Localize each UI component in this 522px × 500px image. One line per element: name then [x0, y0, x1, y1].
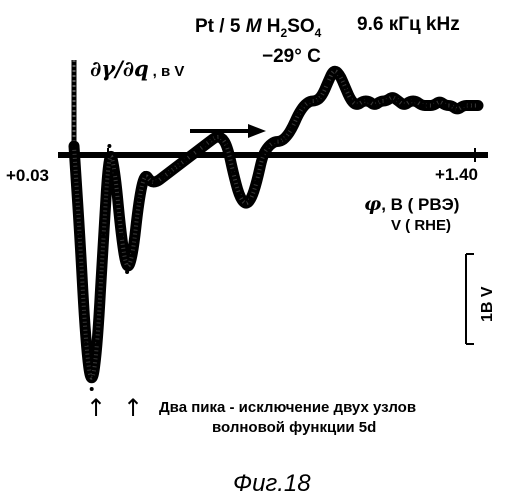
data-point: [320, 95, 324, 99]
peak-arrow-1: ↑: [86, 394, 106, 422]
data-point: [184, 158, 188, 162]
data-point: [455, 108, 459, 112]
data-point: [467, 104, 471, 108]
data-point: [113, 171, 117, 175]
data-point: [367, 99, 371, 103]
data-point: [391, 95, 395, 99]
data-point: [161, 176, 165, 180]
data-point: [102, 234, 106, 238]
annotation-line1: Два пика - исключение двух узлов: [159, 399, 416, 416]
data-point: [78, 234, 82, 238]
data-point: [178, 162, 182, 166]
data-point: [438, 99, 442, 103]
data-point: [166, 171, 170, 175]
data-point: [237, 194, 241, 198]
data-point: [290, 126, 294, 130]
data-point: [131, 252, 135, 256]
scale-bar-label: 1В V: [479, 286, 496, 322]
data-point: [361, 99, 365, 103]
title-acid-h: H: [262, 16, 281, 37]
data-point: [267, 144, 271, 148]
data-point: [261, 153, 265, 157]
title-acid-so: SO: [287, 16, 314, 37]
x-axis-label-line1: φ, В ( РВЭ): [364, 193, 459, 215]
y-axis-symbol: ∂γ/∂q: [90, 56, 149, 81]
title-temperature: −29° C: [262, 46, 321, 67]
data-point: [225, 144, 229, 148]
data-point: [284, 135, 288, 139]
scan-direction-arrowhead: [248, 124, 266, 138]
data-point: [155, 180, 159, 184]
data-point: [90, 387, 94, 391]
data-point: [125, 270, 129, 274]
chart-title: Pt / 5 M H2SO4: [195, 16, 322, 40]
data-point: [96, 342, 100, 346]
data-point: [107, 144, 111, 148]
data-point: [332, 68, 336, 72]
data-point: [149, 180, 153, 184]
data-point: [219, 135, 223, 139]
data-point: [385, 99, 389, 103]
data-point: [343, 86, 347, 90]
data-point: [414, 99, 418, 103]
data-point: [444, 104, 448, 108]
scale-bar: 1В V: [466, 254, 496, 344]
data-point: [72, 144, 76, 148]
x-axis-units-ru: , В ( РВЭ): [381, 195, 459, 214]
data-point: [408, 99, 412, 103]
data-point: [355, 104, 359, 108]
data-point: [302, 104, 306, 108]
annotation-line2: волновой функции 5d: [212, 419, 376, 436]
data-point: [337, 72, 341, 76]
data-point: [461, 104, 465, 108]
x-axis-label-line2: V ( RHE): [391, 217, 451, 234]
data-point: [432, 104, 436, 108]
data-point: [172, 167, 176, 171]
data-point: [314, 99, 318, 103]
data-point: [190, 153, 194, 157]
data-point: [255, 180, 259, 184]
data-point: [243, 203, 247, 207]
data-point: [278, 140, 282, 144]
figure-caption: Фиг.18: [233, 470, 311, 497]
title-molarity-symbol: M: [246, 16, 263, 37]
data-point: [208, 140, 212, 144]
data-point: [296, 113, 300, 117]
title-system-prefix: Pt / 5: [195, 16, 246, 37]
data-point: [450, 104, 454, 108]
x-axis-symbol: φ: [364, 193, 381, 215]
data-point: [143, 171, 147, 175]
data-point: [231, 171, 235, 175]
data-point: [476, 104, 480, 108]
data-point: [84, 342, 88, 346]
data-point: [349, 99, 353, 103]
title-sub-4: 4: [315, 26, 322, 40]
data-point: [373, 104, 377, 108]
data-point: [214, 135, 218, 139]
data-point: [426, 104, 430, 108]
data-point: [196, 149, 200, 153]
data-point: [420, 104, 424, 108]
data-point: [137, 198, 141, 202]
peak-arrow-2: ↑: [123, 394, 143, 422]
data-point: [119, 234, 123, 238]
y-axis-label: ∂γ/∂q, в V: [90, 56, 184, 81]
data-point: [273, 140, 277, 144]
data-point: [379, 99, 383, 103]
data-point: [402, 104, 406, 108]
x-axis-end-label: +1.40: [435, 165, 478, 184]
y-axis-units: , в V: [153, 63, 185, 80]
data-point: [308, 99, 312, 103]
title-frequency: 9.6 кГц kHz: [357, 14, 460, 35]
x-axis-start-label: +0.03: [6, 166, 49, 185]
data-point: [396, 99, 400, 103]
data-point: [326, 81, 330, 85]
data-point: [202, 144, 206, 148]
data-point: [249, 198, 253, 202]
